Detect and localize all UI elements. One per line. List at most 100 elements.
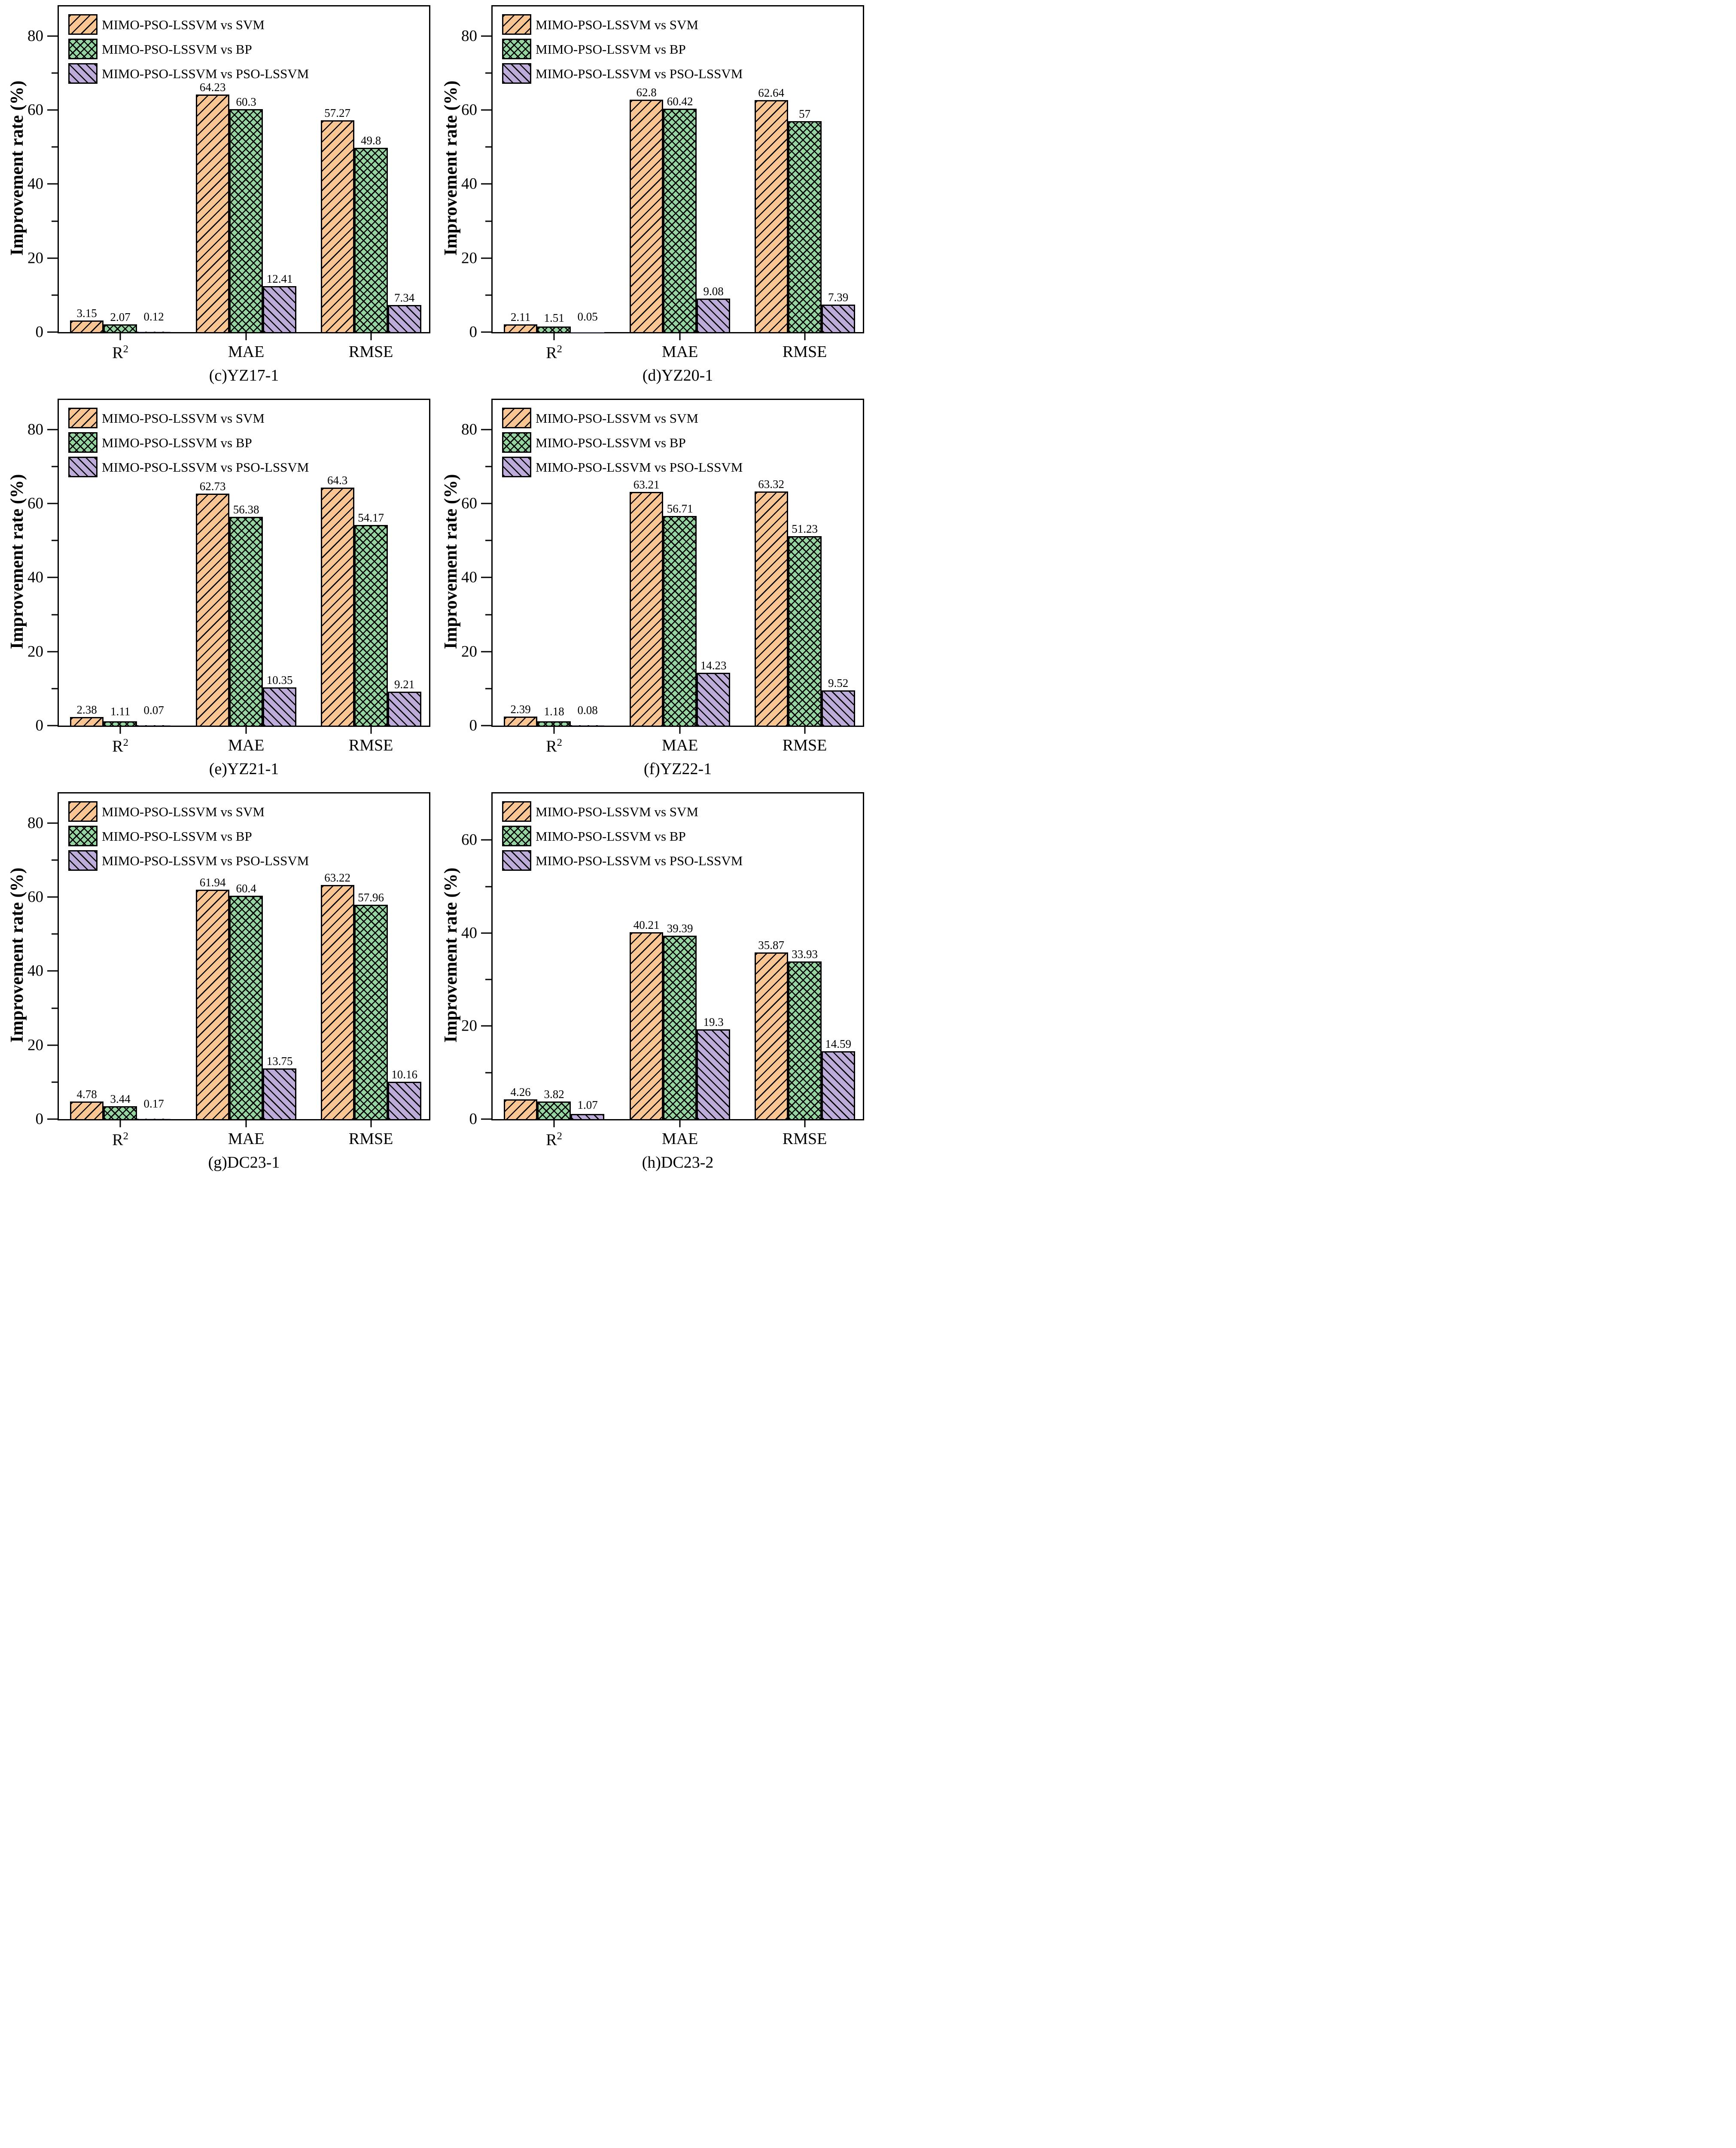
y-tick-label: 0 bbox=[469, 1110, 478, 1128]
bar-group: 4.26 3.82 1.07 bbox=[504, 1086, 605, 1119]
panel-caption: (d)YZ20-1 bbox=[642, 366, 713, 384]
bar-value-label: 60.4 bbox=[236, 882, 256, 895]
y-minor-tick bbox=[52, 146, 58, 148]
legend-label: MIMO-PSO-LSSVM vs PSO-LSSVM bbox=[102, 459, 309, 475]
y-major-tick bbox=[47, 651, 58, 653]
y-tick-label: 40 bbox=[461, 568, 477, 586]
bar: 2.38 bbox=[70, 704, 104, 726]
bar: 14.23 bbox=[697, 660, 731, 726]
y-major-tick bbox=[481, 35, 491, 37]
bar-value-label: 64.3 bbox=[327, 474, 348, 487]
bar: 62.8 bbox=[630, 87, 664, 332]
bar-value-label: 14.23 bbox=[700, 659, 727, 672]
bar-group: 62.64 57 7.39 bbox=[754, 87, 855, 332]
x-category-label: R2 bbox=[112, 343, 128, 362]
legend-item: MIMO-PSO-LSSVM vs SVM bbox=[502, 801, 743, 822]
x-tick bbox=[119, 333, 121, 340]
x-category-label: R2 bbox=[546, 1130, 562, 1149]
bar-value-label: 49.8 bbox=[361, 134, 381, 147]
bar: 19.3 bbox=[697, 1016, 731, 1119]
bar-value-label: 1.11 bbox=[110, 705, 131, 718]
bar-value-label: 64.23 bbox=[199, 80, 226, 94]
legend-label: MIMO-PSO-LSSVM vs BP bbox=[102, 435, 252, 450]
bar-value-label: 2.07 bbox=[110, 311, 131, 324]
y-tick-label: 0 bbox=[35, 323, 44, 341]
y-tick-label: 80 bbox=[27, 421, 43, 439]
bar-value-label: 10.35 bbox=[266, 673, 293, 687]
legend-swatch-icon bbox=[68, 63, 97, 84]
legend-label: MIMO-PSO-LSSVM vs PSO-LSSVM bbox=[536, 853, 743, 868]
bar: 56.38 bbox=[229, 504, 263, 726]
y-tick-label: 20 bbox=[27, 643, 43, 661]
bar: 64.3 bbox=[320, 475, 354, 726]
bar: 33.93 bbox=[788, 948, 822, 1119]
chart-panel-2: Improvement rate (%) 0 20 40 60 80 MIMO-PSO-LS… bbox=[434, 0, 868, 394]
y-minor-tick bbox=[485, 220, 491, 222]
legend-item: MIMO-PSO-LSSVM vs BP bbox=[68, 826, 309, 846]
bar: 54.17 bbox=[354, 512, 388, 726]
bar-group: 63.22 57.96 10.16 bbox=[320, 872, 421, 1119]
x-tick bbox=[804, 727, 806, 734]
bar-value-label: 10.16 bbox=[391, 1068, 418, 1081]
legend-swatch-icon bbox=[502, 850, 531, 871]
y-tick-label: 20 bbox=[461, 643, 477, 661]
x-tick bbox=[553, 727, 555, 734]
y-tick-label: 20 bbox=[461, 1017, 477, 1035]
bar-value-label: 1.07 bbox=[577, 1098, 598, 1112]
bar-group: 64.23 60.3 12.41 bbox=[196, 81, 297, 332]
legend-swatch-icon bbox=[68, 408, 97, 428]
legend-item: MIMO-PSO-LSSVM vs SVM bbox=[502, 14, 743, 35]
bar-value-label: 4.26 bbox=[510, 1085, 531, 1098]
x-tick bbox=[245, 333, 247, 340]
legend-swatch-icon bbox=[502, 408, 531, 428]
panel-caption: (h)DC23-2 bbox=[642, 1153, 714, 1172]
legend-swatch-icon bbox=[68, 432, 97, 453]
bar-value-label: 0.12 bbox=[143, 310, 164, 323]
bar: 64.23 bbox=[196, 81, 230, 332]
bar-value-label: 39.39 bbox=[667, 922, 693, 935]
bar-value-label: 57.96 bbox=[358, 891, 384, 904]
y-minor-tick bbox=[485, 540, 491, 541]
y-tick-label: 0 bbox=[469, 323, 478, 341]
x-category-label: MAE bbox=[661, 1130, 698, 1148]
bar: 63.22 bbox=[320, 872, 354, 1119]
x-tick bbox=[679, 333, 681, 340]
legend-label: MIMO-PSO-LSSVM vs BP bbox=[102, 828, 252, 844]
x-tick bbox=[119, 1120, 121, 1127]
bar: 3.15 bbox=[70, 307, 104, 332]
legend: MIMO-PSO-LSSVM vs SVM MIMO-PSO-LSSVM vs B… bbox=[502, 14, 743, 84]
x-tick bbox=[804, 333, 806, 340]
legend-label: MIMO-PSO-LSSVM vs PSO-LSSVM bbox=[536, 66, 743, 81]
y-minor-tick bbox=[52, 1007, 58, 1009]
bar-value-label: 4.78 bbox=[76, 1087, 97, 1101]
bar-value-label: 54.17 bbox=[358, 511, 384, 525]
y-axis-title: Improvement rate (%) bbox=[7, 80, 27, 256]
bar: 14.59 bbox=[821, 1038, 855, 1119]
bar-value-label: 3.82 bbox=[544, 1087, 564, 1101]
legend-swatch-icon bbox=[502, 39, 531, 59]
bar: 9.08 bbox=[697, 285, 731, 332]
y-major-tick bbox=[47, 725, 58, 726]
chart-panel-1: Improvement rate (%) 0 20 40 60 80 MIMO-PSO-LS… bbox=[0, 0, 434, 394]
bar-value-label: 61.94 bbox=[199, 876, 226, 889]
bar: 62.73 bbox=[196, 480, 230, 726]
y-major-tick bbox=[47, 577, 58, 578]
bar: 10.16 bbox=[387, 1068, 421, 1119]
bar-group: 4.78 3.44 0.17 bbox=[70, 1088, 171, 1119]
plot-area: 0 20 40 60 MIMO-PSO-LSSVM vs SVM MIMO-PSO-LSS… bbox=[461, 792, 864, 1149]
bar-value-label: 1.51 bbox=[544, 311, 564, 325]
bar-value-label: 60.3 bbox=[236, 95, 256, 108]
y-tick-label: 20 bbox=[461, 249, 477, 267]
bar-value-label: 60.42 bbox=[667, 95, 693, 108]
legend-item: MIMO-PSO-LSSVM vs BP bbox=[502, 826, 743, 846]
y-minor-tick bbox=[52, 933, 58, 935]
y-major-tick bbox=[47, 503, 58, 504]
legend-item: MIMO-PSO-LSSVM vs SVM bbox=[502, 408, 743, 428]
x-tick bbox=[370, 1120, 372, 1127]
bar-value-label: 51.23 bbox=[792, 522, 818, 535]
y-tick-label: 40 bbox=[27, 962, 43, 980]
bar: 7.34 bbox=[387, 292, 421, 332]
x-category-label: MAE bbox=[228, 343, 265, 361]
bar: 60.3 bbox=[229, 96, 263, 332]
legend-swatch-icon bbox=[68, 14, 97, 35]
